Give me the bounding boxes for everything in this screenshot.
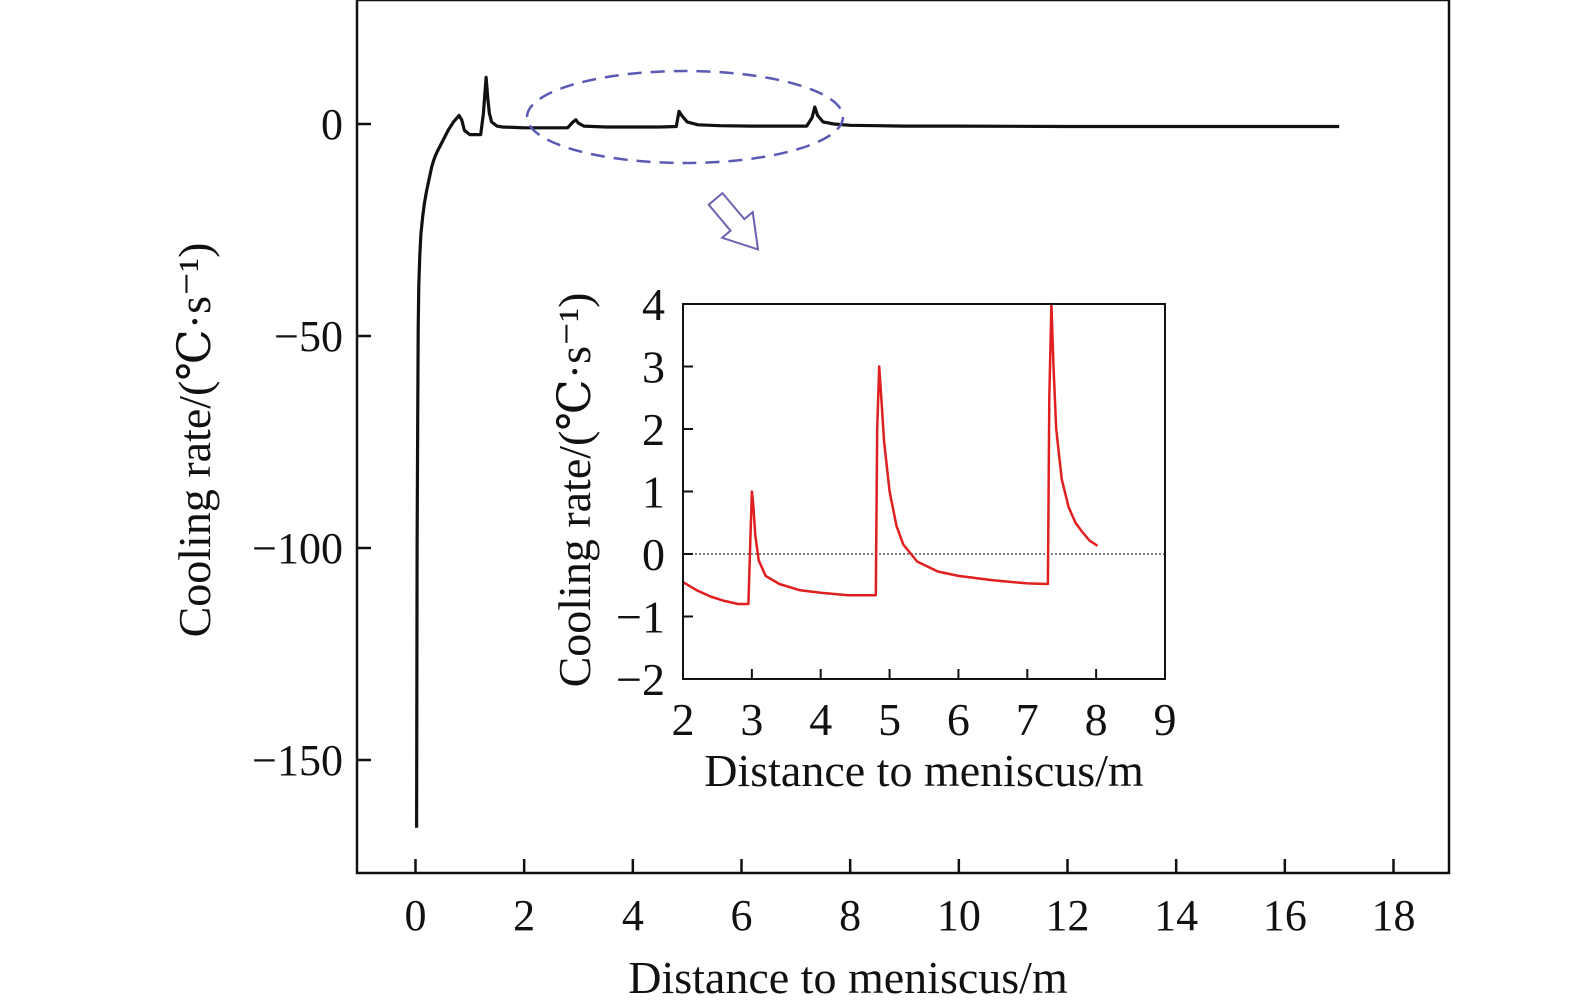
main-x-tick-label: 2 xyxy=(513,891,535,940)
inset-x-tick-label: 6 xyxy=(947,694,970,745)
main-y-ticks: 0 −50 −100 −150 xyxy=(252,100,371,785)
main-y-tick-label: 0 xyxy=(321,100,343,149)
inset-x-tick-label: 8 xyxy=(1085,694,1108,745)
main-x-tick-label: 12 xyxy=(1046,891,1090,940)
main-y-tick-label: −50 xyxy=(274,312,343,361)
main-x-tick-label: 16 xyxy=(1263,891,1307,940)
inset-x-tick-label: 3 xyxy=(740,694,763,745)
main-x-tick-label: 0 xyxy=(405,891,427,940)
zoom-arrow-icon xyxy=(707,191,760,251)
inset-y-tick-label: 4 xyxy=(642,279,665,330)
inset-y-tick-label: 0 xyxy=(642,529,665,580)
inset-y-ticks: 4 3 2 1 0 −1 −2 xyxy=(616,279,693,705)
main-x-tick-label: 14 xyxy=(1154,891,1198,940)
inset-series-line xyxy=(682,302,1099,606)
inset-y-tick-label: −2 xyxy=(616,654,665,705)
main-x-axis-title: Distance to meniscus/m xyxy=(628,952,1068,1003)
inset-plot-background xyxy=(683,304,1165,679)
main-y-axis-title: Cooling rate/(℃·s⁻¹) xyxy=(169,243,220,638)
inset-x-axis-title: Distance to meniscus/m xyxy=(704,745,1144,796)
inset-x-tick-label: 7 xyxy=(1016,694,1039,745)
main-x-tick-label: 18 xyxy=(1372,891,1416,940)
inset-y-axis-title: Cooling rate/(℃·s⁻¹) xyxy=(549,293,600,688)
main-series xyxy=(415,75,1340,828)
inset-series xyxy=(682,302,1099,606)
inset-x-tick-label: 5 xyxy=(878,694,901,745)
main-x-tick-label: 8 xyxy=(839,891,861,940)
inset-y-tick-label: −1 xyxy=(616,592,665,643)
inset-y-tick-label: 1 xyxy=(642,467,665,518)
main-series-line xyxy=(415,75,1340,828)
inset-y-tick-label: 2 xyxy=(642,404,665,455)
inset-x-tick-label: 4 xyxy=(809,694,832,745)
zoom-highlight-ellipse xyxy=(525,69,845,165)
main-chart: 0 2 4 6 8 10 12 14 16 18 0−50−100−150 Distance to… xyxy=(169,0,1451,1003)
main-x-tick-label: 6 xyxy=(731,891,753,940)
main-x-ticks: 0 2 4 6 8 10 12 14 16 18 xyxy=(405,859,1416,940)
inset-x-tick-label: 9 xyxy=(1154,694,1177,745)
main-x-tick-label: 10 xyxy=(937,891,981,940)
main-x-tick-label: 4 xyxy=(622,891,644,940)
main-plot-frame xyxy=(355,0,1451,875)
inset-x-tick-label: 2 xyxy=(672,694,695,745)
main-y-tick-label: −150 xyxy=(252,736,343,785)
inset-y-tick-label: 3 xyxy=(642,342,665,393)
main-y-tick-label: −100 xyxy=(252,524,343,573)
